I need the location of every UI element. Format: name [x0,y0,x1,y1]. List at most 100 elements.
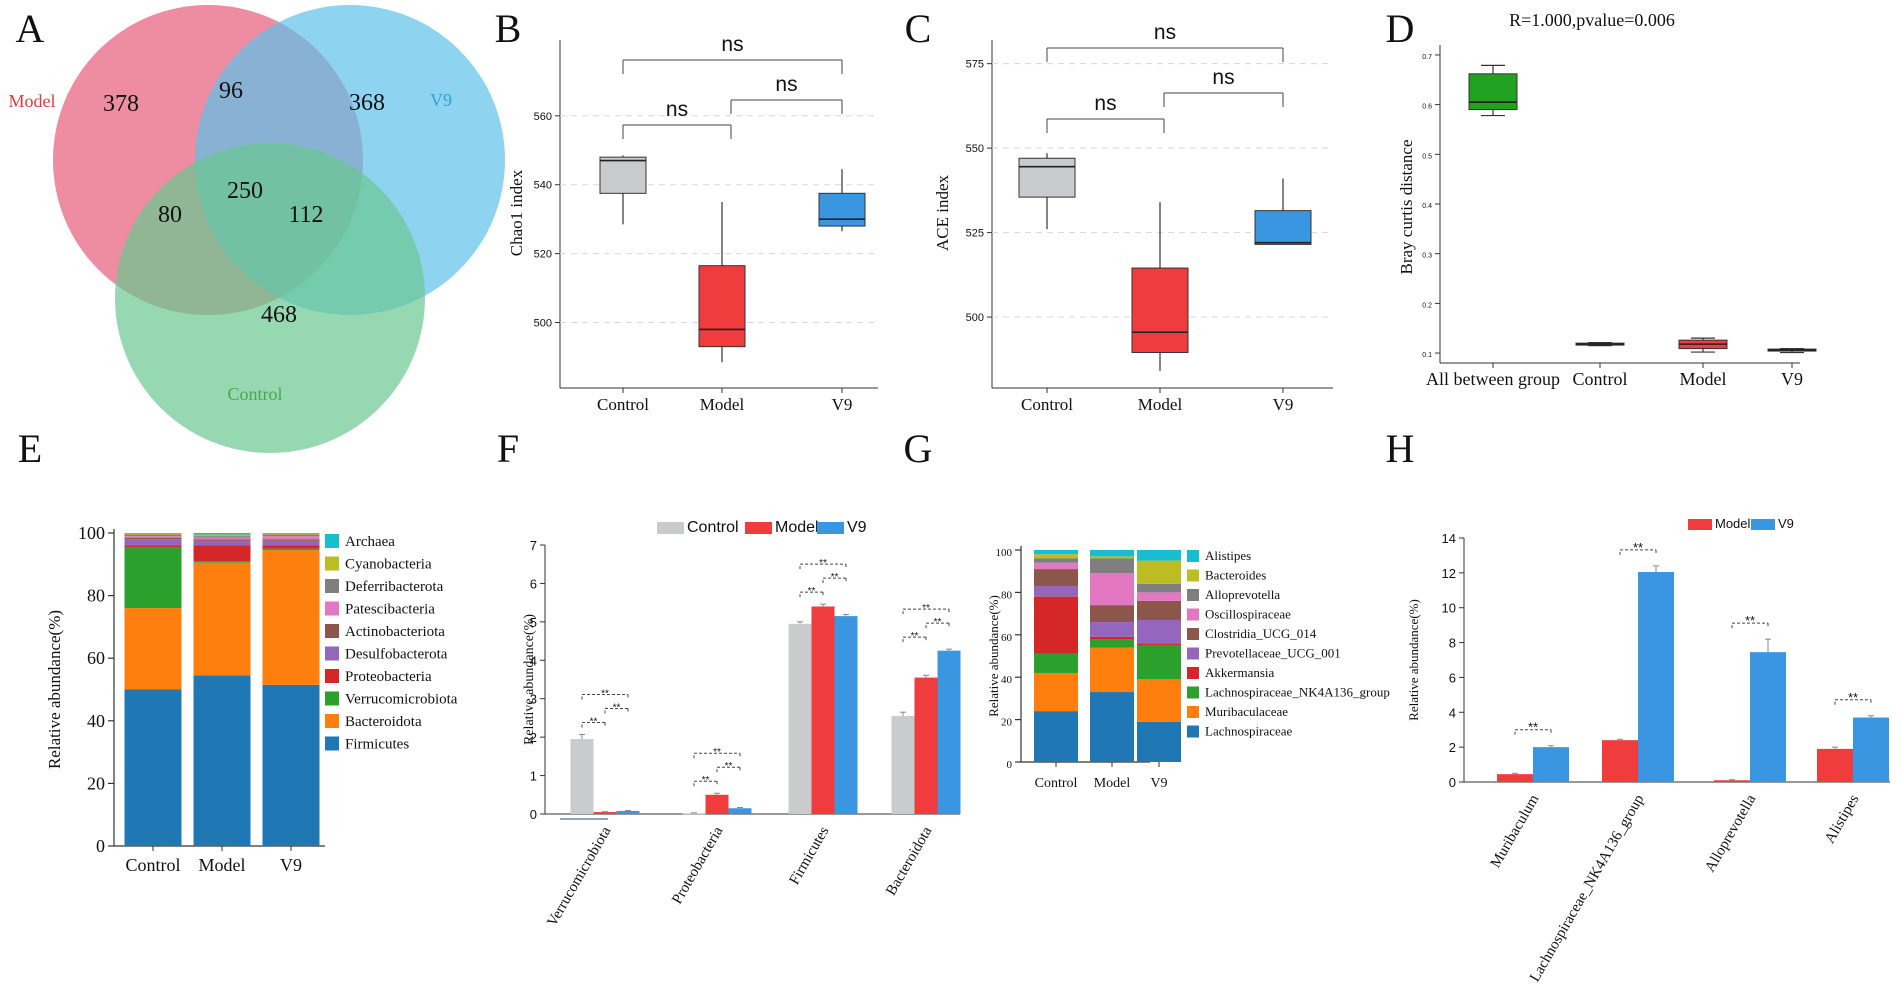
bar-segment [1090,647,1134,693]
sig-label: ** [934,617,942,628]
bar-model [914,677,938,814]
x-tick-label: Control [1572,369,1627,389]
y-axis-label: Relative abundance(%) [45,610,64,769]
legend-swatch [325,534,339,548]
x-tick-label: Alloprevotella [1702,792,1759,875]
bar-model [1602,740,1638,782]
venn-count-model-control: 80 [158,202,182,228]
y-axis-label: Relative abundance(%) [986,595,1001,717]
legend-label: V9 [847,519,867,536]
x-tick-label: Verrucomicrobiota [544,824,614,930]
legend-swatch [1688,519,1712,530]
legend-label: Patescibacteria [345,602,435,618]
x-tick-label: Muribaculum [1488,792,1543,871]
panel-label: D [1386,6,1415,51]
panel-label: G [904,426,933,471]
panel-label: A [16,6,45,51]
legend-swatch [1187,608,1199,621]
sig-label: ** [1745,613,1755,628]
x-tick-label: Model [1680,369,1727,389]
bar-model [593,812,617,814]
bar-segment [193,533,251,535]
x-tick-label: V9 [280,855,302,875]
legend-swatch [1187,667,1199,679]
y-axis-label: ACE index [933,174,952,251]
bar-segment [1137,643,1181,646]
sig-label: ** [613,702,621,713]
y-axis-label: Bray curtis distance [1397,139,1416,274]
bar-segment [193,675,251,846]
y-tick-label: 40 [1001,674,1013,686]
bar-segment [193,539,251,541]
legend-label: Verrucomicrobiota [345,692,458,708]
legend-label: V9 [1778,516,1794,531]
bar-segment [262,540,320,546]
venn-label-model: Model [9,91,56,111]
legend-label: Firmicutes [345,737,409,753]
bar-segment [1034,711,1078,762]
bar-segment [262,550,320,685]
venn-count-v9-only: 368 [349,90,385,116]
venn-count-all: 250 [227,178,263,204]
venn-count-control-only: 468 [261,302,297,328]
legend-swatch [1751,519,1775,530]
y-tick-label: 0.5 [1422,153,1432,160]
bar-segment [262,545,320,549]
legend-label: Lachnospiraceae [1205,724,1293,739]
y-tick-label: 12 [1442,566,1456,581]
bar-segment [262,533,320,535]
legend-swatch [325,601,339,616]
y-tick-label: 1 [530,769,537,784]
legend-label: Clostridia_UCG_014 [1205,626,1317,641]
y-tick-label: 6 [1449,670,1456,685]
bar-segment [124,608,182,690]
y-tick-label: 0.1 [1422,352,1432,359]
y-tick-label: 4 [1449,705,1456,720]
box-all-between-group [1468,73,1518,111]
y-tick-label: 540 [534,180,552,192]
legend-label: Cyanobacteria [345,557,432,573]
y-axis-label: Chao1 index [507,169,526,256]
y-axis-label: Relative abundance(%) [1406,599,1421,721]
bar-segment [193,536,251,538]
bar-control [891,716,915,814]
bar-v9 [616,810,640,814]
bar-segment [1090,639,1134,648]
legend-swatch [325,556,339,571]
sig-label: ** [713,747,721,758]
y-tick-label: 80 [1001,589,1013,601]
x-tick-label: V9 [1781,369,1803,389]
y-tick-label: 2 [1449,740,1456,755]
legend-label: Bacteroides [1205,568,1266,583]
bar-segment [193,545,251,562]
bar-segment [1137,619,1181,644]
bar-segment [1034,653,1078,673]
bar-segment [1137,592,1181,601]
legend-swatch [1187,628,1199,640]
bar-segment [1090,692,1134,762]
y-tick-label: 10 [1442,601,1456,616]
venn-control-circle [115,143,425,453]
bar-segment [1090,558,1134,574]
legend-label: Desulfobacterota [345,647,448,663]
legend-swatch [1187,569,1199,582]
bar-v9 [1853,717,1889,782]
legend-swatch [1187,589,1199,601]
bar-control [682,813,706,815]
y-tick-label: 0 [530,807,537,822]
box-model [1131,267,1189,354]
y-tick-label: 5 [530,615,537,630]
bar-segment [193,561,251,563]
legend-swatch [1187,686,1199,699]
y-axis-label: Relative abundance(%) [522,614,537,745]
x-tick-label: V9 [1273,395,1294,414]
x-tick-label: Model [199,855,246,875]
y-tick-label: 14 [1442,531,1456,546]
bar-v9 [834,616,858,814]
bar-model [705,794,729,814]
y-tick-label: 100 [78,523,105,543]
x-tick-label: V9 [1150,776,1167,791]
legend-label: Model [775,519,819,536]
bar-segment [262,536,320,540]
bar-control [570,739,594,814]
